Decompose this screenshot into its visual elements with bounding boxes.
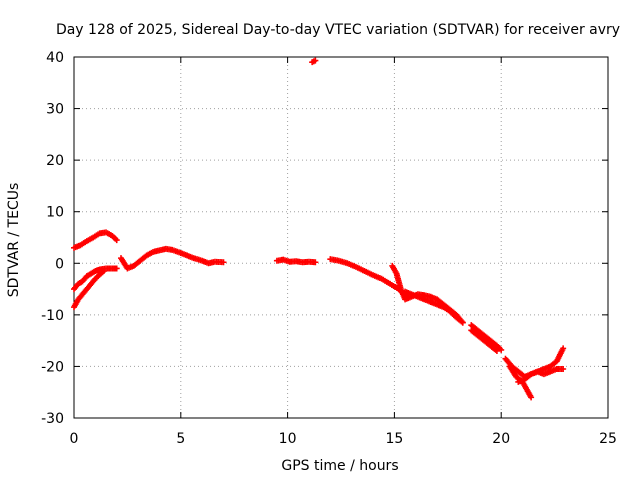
interpolated-point bbox=[334, 257, 341, 264]
series-arc-j bbox=[468, 327, 500, 354]
interpolated-point bbox=[342, 259, 349, 266]
y-tick-label: -10 bbox=[41, 308, 64, 324]
data-points bbox=[71, 57, 567, 401]
interpolated-point bbox=[419, 295, 426, 302]
series-arc-c bbox=[71, 268, 107, 311]
series-arc-m bbox=[515, 366, 567, 385]
y-axis-label: SDTVAR / TECUs bbox=[6, 183, 22, 298]
series-arc-i bbox=[468, 322, 505, 353]
interpolated-point bbox=[492, 346, 499, 353]
interpolated-point bbox=[392, 269, 399, 276]
y-tick-label: 30 bbox=[46, 102, 64, 118]
interpolated-point bbox=[182, 251, 189, 258]
interpolated-point bbox=[376, 275, 383, 282]
interpolated-point bbox=[75, 242, 82, 249]
series-outlier bbox=[309, 57, 319, 66]
interpolated-point bbox=[397, 284, 404, 291]
interpolated-point bbox=[438, 303, 445, 310]
interpolated-point bbox=[368, 271, 375, 278]
interpolated-point bbox=[351, 263, 358, 270]
interpolated-point bbox=[527, 392, 534, 399]
interpolated-point bbox=[95, 231, 102, 238]
grid-lines bbox=[74, 57, 608, 418]
y-tick-label: 40 bbox=[46, 50, 64, 66]
x-tick-label: 20 bbox=[492, 431, 510, 447]
x-tick-label: 5 bbox=[176, 431, 185, 447]
interpolated-point bbox=[189, 254, 196, 261]
interpolated-point bbox=[359, 267, 366, 274]
y-tick-label: 10 bbox=[46, 205, 64, 221]
interpolated-point bbox=[112, 265, 119, 272]
series-arc-d bbox=[117, 245, 227, 272]
x-tick-label: 0 bbox=[70, 431, 79, 447]
plot-frame bbox=[73, 56, 609, 419]
series-arc-e bbox=[273, 256, 319, 266]
interpolated-point bbox=[558, 366, 565, 373]
y-tick-label: -30 bbox=[41, 411, 64, 427]
series-arc-a bbox=[71, 229, 120, 251]
interpolated-point bbox=[88, 235, 95, 242]
y-tick-label: -20 bbox=[41, 359, 64, 375]
interpolated-point bbox=[112, 235, 119, 242]
x-tick-label: 15 bbox=[385, 431, 403, 447]
interpolated-point bbox=[107, 232, 114, 239]
interpolated-point bbox=[310, 259, 317, 266]
chart-title: Day 128 of 2025, Sidereal Day-to-day VTE… bbox=[56, 22, 620, 38]
interpolated-point bbox=[559, 346, 566, 353]
interpolated-point bbox=[99, 269, 106, 276]
y-tick-label: 20 bbox=[46, 153, 64, 169]
interpolated-point bbox=[148, 249, 155, 256]
interpolated-point bbox=[310, 58, 317, 65]
interpolated-point bbox=[426, 298, 433, 305]
interpolated-point bbox=[458, 318, 465, 325]
interpolated-point bbox=[176, 249, 183, 256]
interpolated-point bbox=[545, 369, 552, 376]
x-tick-label: 10 bbox=[279, 431, 297, 447]
interpolated-point bbox=[218, 259, 225, 266]
interpolated-point bbox=[167, 246, 174, 253]
x-axis-label: GPS time / hours bbox=[281, 458, 398, 474]
interpolated-point bbox=[406, 290, 413, 297]
x-tick-label: 25 bbox=[599, 431, 617, 447]
interpolated-point bbox=[82, 239, 89, 246]
axis-ticks: 0 5 10 15 20 25 -30 -20 -10 0 10 20 30 40 bbox=[41, 50, 617, 447]
interpolated-point bbox=[197, 257, 204, 264]
y-tick-label: 0 bbox=[55, 256, 64, 272]
interpolated-point bbox=[413, 293, 420, 300]
series-arc-h bbox=[402, 288, 466, 326]
interpolated-point bbox=[522, 385, 529, 392]
interpolated-point bbox=[385, 279, 392, 286]
interpolated-point bbox=[432, 300, 439, 307]
